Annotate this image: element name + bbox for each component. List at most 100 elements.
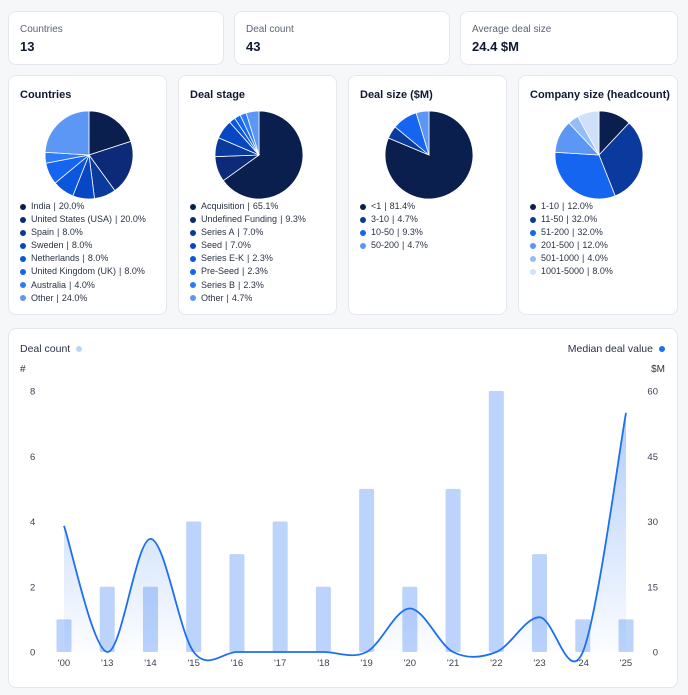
- x-tick-label: '25: [620, 658, 632, 669]
- legend-percent: 20.0%: [58, 201, 85, 211]
- legend-label: 51-200: [541, 227, 570, 238]
- legend-label: 3-10: [371, 214, 390, 225]
- deal-count-bar[interactable]: [315, 586, 331, 652]
- legend-label: India: [31, 201, 51, 211]
- legend-swatch: [530, 203, 536, 210]
- y-right-tick-label: 30: [647, 517, 658, 528]
- legend-item[interactable]: <1 | 81.4%: [360, 200, 428, 213]
- pie-slice[interactable]: [577, 110, 600, 156]
- legend-percent: 8.0%: [592, 266, 613, 277]
- deal-count-bar[interactable]: [445, 488, 461, 652]
- pie-card-company-size: Company size (headcount) 1-10 | 12.0% 11-50…: [518, 75, 678, 315]
- legend-label: 1-10: [541, 201, 560, 211]
- legend-item[interactable]: 11-50 | 32.0%: [530, 213, 613, 226]
- chart-legend-median-deal-value[interactable]: Median deal value: [568, 343, 665, 355]
- legend-percent: 24.0%: [61, 292, 88, 303]
- legend-separator: |: [280, 214, 283, 225]
- legend-item[interactable]: Undefined Funding | 9.3%: [190, 213, 306, 226]
- x-tick-label: '00: [58, 658, 70, 669]
- pie-slice[interactable]: [44, 110, 90, 156]
- chart-legend-deal-count[interactable]: Deal count: [20, 343, 83, 355]
- legend-label: Netherlands: [31, 253, 80, 264]
- legend-separator: |: [53, 201, 56, 211]
- pie-slice[interactable]: [598, 122, 644, 197]
- y-left-tick-label: 4: [30, 517, 35, 528]
- y-right-tick-label: 15: [647, 582, 658, 593]
- legend-swatch: [530, 229, 536, 236]
- pie-title: Deal stage: [190, 89, 246, 101]
- legend-swatch: [20, 229, 26, 236]
- legend-item[interactable]: Seed | 7.0%: [190, 239, 306, 252]
- legend-percent: 4.7%: [231, 292, 253, 303]
- legend-item[interactable]: Acquisition | 65.1%: [190, 200, 306, 213]
- legend-item[interactable]: Australia | 4.0%: [20, 279, 146, 292]
- legend-item[interactable]: 1-10 | 12.0%: [530, 200, 613, 213]
- legend-swatch: [20, 216, 26, 223]
- legend-item[interactable]: Netherlands | 8.0%: [20, 252, 146, 265]
- deal-count-bar[interactable]: [272, 521, 288, 653]
- legend-item[interactable]: United Kingdom (UK) | 8.0%: [20, 265, 146, 278]
- legend-item[interactable]: Series A | 7.0%: [190, 226, 306, 239]
- legend-item[interactable]: 10-50 | 9.3%: [360, 226, 428, 239]
- deal-count-bar[interactable]: [229, 554, 245, 652]
- deal-count-bar[interactable]: [99, 586, 115, 652]
- pie-chart: [44, 110, 134, 200]
- legend-swatch: [530, 216, 536, 223]
- legend-item[interactable]: Series E-K | 2.3%: [190, 252, 306, 265]
- deal-count-bar[interactable]: [488, 391, 504, 652]
- legend-percent: 8.0%: [87, 253, 109, 264]
- legend-swatch-line: [659, 346, 665, 352]
- legend-item[interactable]: 201-500 | 12.0%: [530, 239, 613, 252]
- legend-percent: 8.0%: [62, 227, 83, 238]
- legend-separator: |: [119, 266, 122, 277]
- x-tick-label: '17: [274, 658, 286, 669]
- legend-item[interactable]: 3-10 | 4.7%: [360, 213, 428, 226]
- legend-item[interactable]: Series B | 2.3%: [190, 279, 306, 292]
- pie-slice[interactable]: [554, 151, 616, 200]
- legend-item[interactable]: 51-200 | 32.0%: [530, 226, 613, 239]
- legend-swatch: [360, 216, 366, 223]
- legend-item[interactable]: 50-200 | 4.7%: [360, 239, 428, 252]
- pie-slice[interactable]: [88, 140, 134, 192]
- legend-item[interactable]: 501-1000 | 4.0%: [530, 252, 613, 265]
- pie-slice[interactable]: [245, 110, 260, 156]
- stat-card-deal-count: Deal count 43: [234, 11, 450, 65]
- pie-legend: India | 20.0% United States (USA) | 20.0% Spai…: [20, 200, 146, 305]
- legend-item[interactable]: India | 20.0%: [20, 200, 146, 213]
- legend-label: Deal count: [20, 343, 71, 355]
- legend-label: 50-200: [371, 240, 400, 251]
- legend-percent: 32.0%: [577, 227, 603, 238]
- combo-chart: 0 2 4 6 8 0 15 30 45 60 '00 '13 '14 '15 '16 '17 '18 '19 '2…: [30, 387, 658, 670]
- legend-item[interactable]: United States (USA) | 20.0%: [20, 213, 146, 226]
- x-tick-label: '14: [144, 658, 156, 669]
- pie-slice[interactable]: [415, 110, 430, 156]
- legend-separator: |: [562, 201, 565, 211]
- legend-item[interactable]: 1001-5000 | 8.0%: [530, 265, 613, 278]
- y-right-tick-label: 0: [653, 648, 658, 659]
- legend-percent: 81.4%: [389, 201, 416, 211]
- pie-slice[interactable]: [222, 110, 304, 200]
- deal-count-bar[interactable]: [359, 488, 375, 652]
- legend-separator: |: [238, 279, 241, 290]
- legend-item[interactable]: Spain | 8.0%: [20, 226, 146, 239]
- stat-value: 13: [20, 39, 35, 54]
- y-right-tick-label: 60: [647, 387, 658, 398]
- legend-percent: 12.0%: [582, 240, 608, 251]
- legend-item[interactable]: Other | 4.7%: [190, 292, 306, 305]
- pie-slice[interactable]: [88, 110, 132, 156]
- pie-title: Deal size ($M): [360, 89, 433, 101]
- legend-percent: 4.0%: [74, 279, 95, 290]
- median-deal-value-line[interactable]: [63, 412, 627, 663]
- legend-percent: 65.1%: [252, 201, 279, 211]
- legend-percent: 7.0%: [230, 240, 251, 251]
- stat-label: Countries: [20, 24, 63, 35]
- legend-label: Sweden: [31, 240, 64, 251]
- deal-count-bar[interactable]: [186, 521, 202, 653]
- legend-item[interactable]: Other | 24.0%: [20, 292, 146, 305]
- y-left-tick-label: 8: [30, 387, 35, 398]
- x-tick-label: '22: [490, 658, 502, 669]
- stat-card-average-deal-size: Average deal size 24.4 $M: [460, 11, 678, 65]
- legend-item[interactable]: Pre-Seed | 2.3%: [190, 265, 306, 278]
- legend-item[interactable]: Sweden | 8.0%: [20, 239, 146, 252]
- stat-card-countries: Countries 13: [8, 11, 224, 65]
